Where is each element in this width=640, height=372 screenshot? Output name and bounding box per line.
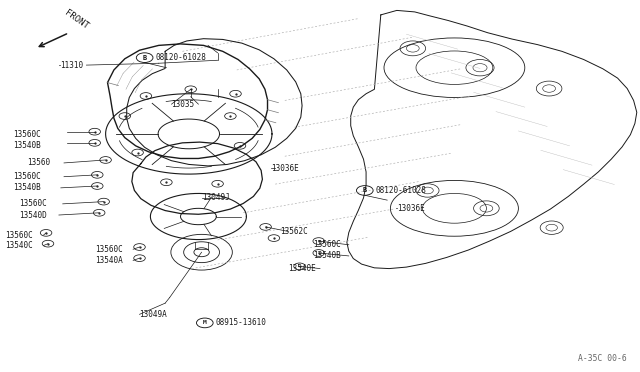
Text: 13540B: 13540B bbox=[13, 183, 40, 192]
Text: B: B bbox=[363, 187, 367, 193]
Text: 13560C: 13560C bbox=[5, 231, 33, 240]
Text: 13540D: 13540D bbox=[19, 211, 47, 219]
Text: 13560C: 13560C bbox=[13, 130, 40, 139]
Text: 08120-61028: 08120-61028 bbox=[376, 186, 426, 195]
Text: 13560C: 13560C bbox=[19, 199, 47, 208]
Text: 13036E: 13036E bbox=[397, 204, 424, 213]
Text: 13540A: 13540A bbox=[95, 256, 122, 265]
Text: 13562C: 13562C bbox=[280, 227, 307, 236]
Text: A-35C 00-6: A-35C 00-6 bbox=[579, 354, 627, 363]
Text: 13540C: 13540C bbox=[5, 241, 33, 250]
Text: 13540B: 13540B bbox=[13, 141, 40, 150]
Text: FRONT: FRONT bbox=[63, 9, 90, 31]
Text: 11310: 11310 bbox=[60, 61, 83, 70]
Text: B: B bbox=[143, 55, 147, 61]
Text: M: M bbox=[203, 320, 207, 326]
Text: 13049A: 13049A bbox=[140, 310, 167, 319]
Text: 13560C: 13560C bbox=[314, 240, 341, 249]
Text: 13540E: 13540E bbox=[288, 264, 316, 273]
Text: 13560C: 13560C bbox=[13, 172, 40, 181]
Text: 08915-13610: 08915-13610 bbox=[216, 318, 266, 327]
Text: 13035: 13035 bbox=[172, 100, 195, 109]
Text: 13540B: 13540B bbox=[314, 251, 341, 260]
Text: 13560C: 13560C bbox=[95, 245, 122, 254]
Text: 13049J: 13049J bbox=[202, 193, 230, 202]
Text: 08120-61028: 08120-61028 bbox=[156, 53, 206, 62]
Text: 13036E: 13036E bbox=[271, 164, 299, 173]
Text: 13560: 13560 bbox=[27, 158, 50, 167]
